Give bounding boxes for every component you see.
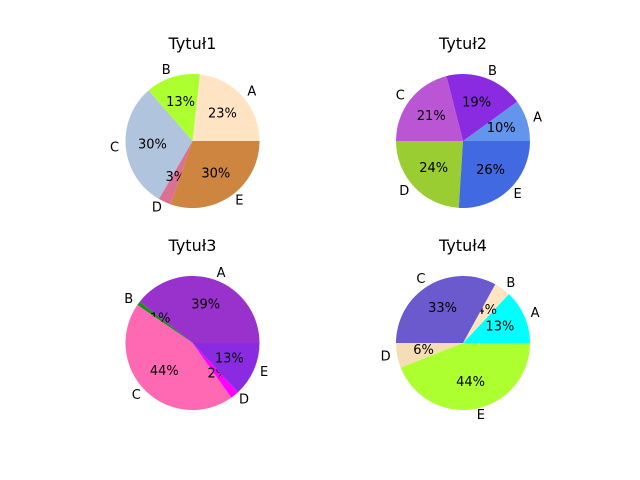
slice-label: B <box>506 276 515 291</box>
percent-label: 10% <box>487 121 516 136</box>
pie-slice-e <box>400 343 530 411</box>
slice-label: B <box>488 64 497 79</box>
pie-chart-2: Tytuł2 A 10% B 19% C 21% D 24% E 26% <box>395 34 542 209</box>
pie-slice-d <box>159 141 193 205</box>
percent-label: 44% <box>456 375 485 390</box>
percent-label: 6% <box>413 343 434 358</box>
slice-label: E <box>235 194 243 209</box>
slice-label: E <box>513 187 521 202</box>
slice-label: E <box>260 365 268 380</box>
pie-title: Tytuł4 <box>438 236 487 255</box>
pie-slice-a <box>463 101 530 141</box>
percent-label: 30% <box>201 166 230 181</box>
pie-slice-c <box>396 276 496 343</box>
percent-label: 44% <box>150 364 179 379</box>
pie-slice-d <box>192 343 238 398</box>
slice-label: A <box>217 266 226 281</box>
slice-label: C <box>396 88 405 103</box>
slice-label: D <box>381 349 391 364</box>
slice-label: C <box>132 388 141 403</box>
percent-label: 30% <box>138 137 167 152</box>
pie-slice-e <box>192 343 260 393</box>
pie-slice-a <box>139 275 260 343</box>
pie-slice-a <box>463 294 530 343</box>
percent-label: 39% <box>191 298 220 313</box>
slice-label: B <box>124 292 133 307</box>
slice-label: A <box>533 111 542 126</box>
pie-slice-b <box>148 73 200 141</box>
slice-label: A <box>247 84 256 99</box>
slice-label: D <box>152 201 162 216</box>
percent-label: 13% <box>485 320 514 335</box>
pie-slice-e <box>170 141 260 209</box>
percent-label: 13% <box>166 95 195 110</box>
slice-label: C <box>416 272 425 287</box>
percent-label: 24% <box>419 161 448 176</box>
slice-label: A <box>531 306 540 321</box>
pie-slice-d <box>396 343 463 368</box>
pie-slice-e <box>458 141 530 209</box>
pie-slice-b <box>463 284 509 343</box>
percent-label: 21% <box>417 109 446 124</box>
pie-slice-b <box>446 73 518 141</box>
percent-label: 13% <box>215 352 244 367</box>
pie-title: Tytuł3 <box>168 236 217 255</box>
pie-slice-c <box>125 90 193 200</box>
pie-slice-d <box>396 141 463 208</box>
percent-label: 19% <box>462 96 491 111</box>
percent-label: 26% <box>476 163 505 178</box>
pie-title: Tytuł2 <box>438 34 487 53</box>
slice-label: B <box>162 63 171 78</box>
slice-label: D <box>239 393 249 408</box>
pie-title: Tytuł1 <box>168 34 217 53</box>
percent-label: 33% <box>428 301 457 316</box>
pie-slice-b <box>137 301 193 343</box>
slice-label: C <box>110 141 119 156</box>
pie-slice-c <box>395 76 463 141</box>
pie-slice-a <box>192 74 260 141</box>
slice-label: D <box>399 184 409 199</box>
pie-slice-c <box>125 305 232 411</box>
slice-label: E <box>477 408 485 423</box>
percent-label: 23% <box>208 107 237 122</box>
